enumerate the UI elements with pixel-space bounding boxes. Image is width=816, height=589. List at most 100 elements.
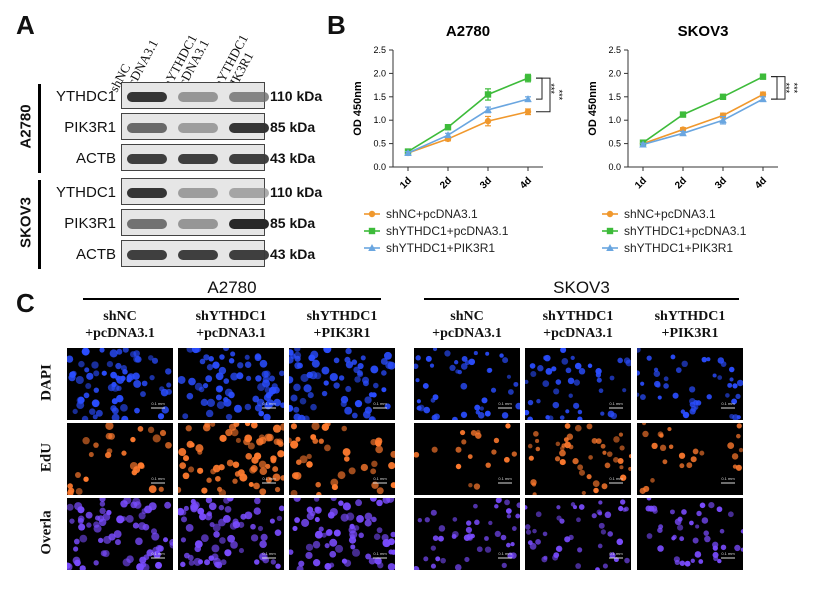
cell-nucleus [736, 379, 743, 387]
cell-nucleus [159, 429, 167, 437]
cell-nucleus [515, 402, 520, 410]
cell-nucleus [305, 543, 314, 551]
cell-nucleus [616, 538, 624, 546]
cell-nucleus [211, 544, 220, 553]
cell-nucleus [312, 438, 319, 444]
cell-nucleus [351, 412, 358, 419]
legend-label: shNC+pcDNA3.1 [624, 207, 716, 221]
cell-nucleus [529, 542, 537, 550]
cell-nucleus [233, 404, 242, 413]
cell-nucleus [185, 524, 194, 532]
cell-nucleus [476, 546, 483, 553]
cell-nucleus [473, 351, 478, 356]
cell-nucleus [344, 456, 350, 462]
cell-nucleus [155, 561, 163, 569]
cell-nucleus [423, 556, 429, 562]
cell-nucleus [481, 397, 488, 404]
cell-nucleus [77, 396, 85, 404]
cell-nucleus [559, 449, 566, 457]
cell-nucleus [158, 486, 164, 492]
cell-nucleus [598, 522, 605, 529]
cell-nucleus [414, 566, 420, 570]
cell-nucleus [484, 410, 491, 417]
cell-nucleus [303, 384, 312, 393]
cell-nucleus [529, 363, 536, 369]
cell-nucleus [266, 433, 274, 442]
cell-nucleus [244, 423, 251, 427]
cell-nucleus [716, 506, 723, 513]
cell-nucleus [507, 389, 514, 395]
cell-nucleus [725, 393, 730, 398]
cell-nucleus [333, 529, 341, 537]
cell-nucleus [230, 428, 239, 437]
cell-nucleus [465, 526, 473, 534]
cell-nucleus [79, 565, 86, 570]
cell-nucleus [89, 408, 96, 415]
condition-label-line: +PIK3R1 [313, 326, 371, 341]
y-tick-label: 1.0 [373, 115, 386, 125]
cell-nucleus [265, 463, 271, 469]
cell-nucleus [613, 457, 619, 463]
cell-nucleus [542, 531, 548, 537]
cell-nucleus [617, 458, 624, 465]
cell-nucleus [329, 550, 337, 558]
cell-nucleus [100, 550, 107, 557]
cell-nucleus [479, 406, 484, 411]
cell-nucleus [188, 466, 195, 473]
y-axis-label: OD 450nm [587, 81, 599, 136]
cell-nucleus [642, 430, 649, 438]
cell-nucleus [364, 396, 372, 404]
cell-nucleus [669, 509, 675, 515]
cell-nucleus [185, 425, 192, 432]
group-underline [83, 298, 381, 300]
kda-label: 43 kDa [270, 246, 316, 262]
cell-nucleus [493, 437, 500, 444]
cell-nucleus [85, 382, 92, 389]
micrograph: 0.1 mm [525, 348, 631, 420]
cell-nucleus [574, 362, 582, 370]
cell-nucleus [624, 506, 629, 512]
micrograph: 0.1 mm [637, 348, 743, 420]
significance-label: *** [554, 90, 564, 101]
cell-nucleus [561, 358, 569, 365]
cell-nucleus [220, 559, 227, 566]
blot-band [178, 91, 218, 102]
cell-nucleus [637, 370, 640, 376]
series-line [407, 98, 529, 154]
cell-nucleus [682, 411, 690, 419]
cell-nucleus [273, 438, 281, 445]
cell-nucleus [466, 533, 474, 540]
row-label: DAPI [38, 364, 55, 401]
cell-nucleus [511, 451, 517, 457]
kda-label: 110 kDa [270, 88, 323, 104]
cell-nucleus [161, 406, 169, 414]
cell-nucleus [321, 390, 328, 397]
cell-nucleus [83, 392, 90, 399]
cell-nucleus [72, 408, 78, 415]
cell-nucleus [99, 498, 106, 503]
cell-nucleus [223, 348, 230, 352]
cell-nucleus [376, 527, 383, 534]
blot-band [178, 187, 218, 198]
cell-nucleus [75, 488, 83, 495]
cell-nucleus [93, 560, 99, 566]
cell-nucleus [237, 362, 244, 369]
cell-nucleus [294, 517, 301, 523]
scale-bar-label: 0.1 mm [609, 401, 623, 406]
cell-nucleus [248, 482, 254, 488]
cell-nucleus [278, 505, 284, 512]
x-tick-label: 4d [518, 175, 534, 191]
series-line [642, 75, 764, 144]
cell-nucleus [137, 462, 145, 469]
cell-nucleus [694, 551, 702, 558]
cell-nucleus [232, 521, 241, 529]
cell-nucleus [294, 362, 302, 370]
cell-nucleus [731, 453, 739, 460]
cell-nucleus [121, 415, 129, 420]
cell-nucleus [120, 500, 128, 508]
cell-nucleus [653, 367, 659, 372]
cell-nucleus [568, 393, 573, 398]
cell-nucleus [306, 461, 313, 468]
cell-nucleus [535, 538, 541, 545]
cell-nucleus [305, 551, 313, 560]
